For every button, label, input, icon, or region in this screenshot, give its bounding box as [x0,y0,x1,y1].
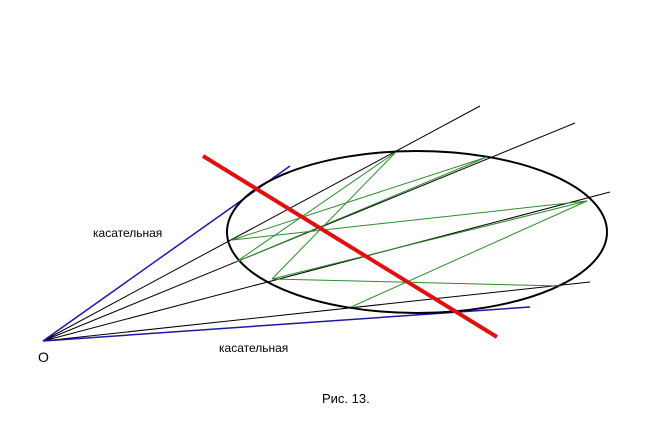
chord-line [231,200,588,241]
secant-line-1 [42,105,481,342]
secant-line-4 [42,281,591,342]
chord-line [271,278,562,287]
origin-label: O [38,349,49,365]
secant-line-3 [42,191,611,342]
secant-lines [42,105,611,342]
chord-line [271,200,588,280]
chord-line [350,200,588,308]
figure-caption: Рис. 13. [322,391,370,406]
tangent-label-lower: касательная [219,341,288,355]
chord-line [231,156,488,241]
polar-line [201,154,499,339]
chord-line [235,156,488,263]
chord-lines [231,151,588,308]
ellipse [226,150,608,314]
chord-line [235,151,397,263]
chord-line [271,151,397,280]
tangent-label-upper: касательная [93,226,162,240]
